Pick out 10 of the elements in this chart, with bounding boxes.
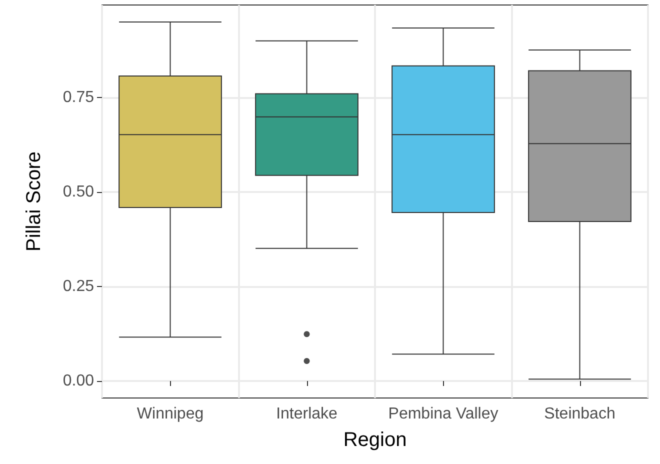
y-tick-label: 0.00 <box>62 372 94 390</box>
x-tick-label: Pembina Valley <box>388 406 498 422</box>
x-tick-label: Winnipeg <box>136 406 204 422</box>
y-axis-title: Pillai Score <box>23 151 45 252</box>
y-tick-label: 0.25 <box>62 278 94 296</box>
x-tick-label: Steinbach <box>544 406 616 422</box>
x-axis-title: Region <box>343 429 407 451</box>
y-tick-label: 0.75 <box>62 89 94 106</box>
x-tick-label: Interlake <box>276 406 338 422</box>
y-tick-label: 0.50 <box>62 184 94 201</box>
